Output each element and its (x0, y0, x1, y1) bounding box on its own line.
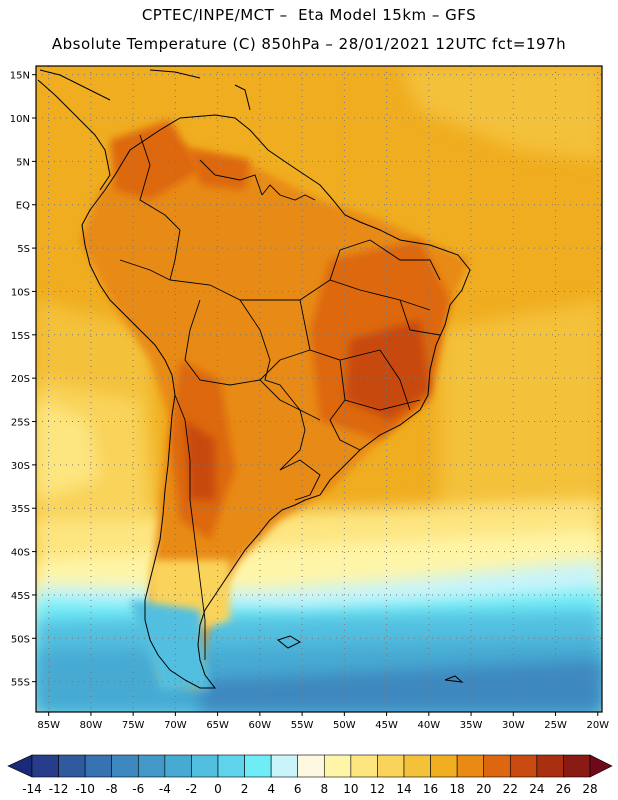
colorbar-swatch (111, 754, 139, 778)
lon-tick-label: 50W (333, 720, 356, 731)
colorbar-label: 16 (423, 782, 438, 796)
colorbar-swatch (430, 754, 458, 778)
colorbar-swatch (297, 754, 325, 778)
colorbar-label: -14 (22, 782, 42, 796)
map-title: CPTEC/INPE/MCT – Eta Model 15km – GFS (141, 6, 477, 24)
lon-tick-label: 30W (502, 720, 525, 731)
colorbar: -14 -12 -10 -8 -6 -4 -2 0 2 4 6 8 10 12 14 16 18 20 22 24 26… (7, 754, 613, 796)
temperature-field (36, 66, 602, 712)
colorbar-label: 0 (214, 782, 222, 796)
colorbar-swatch (456, 754, 485, 778)
colorbar-label: 14 (396, 782, 411, 796)
colorbar-label: -12 (49, 782, 69, 796)
lat-tick-label: 30S (11, 461, 30, 472)
colorbar-label: 20 (476, 782, 491, 796)
colorbar-swatch (377, 754, 405, 778)
lat-tick-label: 25S (11, 418, 30, 429)
colorbar-swatch (84, 754, 113, 778)
lon-tick-label: 55W (291, 720, 314, 731)
colorbar-under-arrow (7, 754, 33, 778)
map-frame (35, 65, 603, 713)
colorbar-label: -10 (75, 782, 95, 796)
lat-tick-label: 20S (11, 374, 30, 385)
colorbar-label: 12 (370, 782, 385, 796)
colorbar-label: 18 (450, 782, 465, 796)
lat-tick-label: 15S (11, 331, 30, 342)
lon-tick-label: 75W (122, 720, 145, 731)
colorbar-label: -6 (132, 782, 144, 796)
colorbar-over-arrow (589, 754, 613, 778)
lat-tick-label: 10S (11, 287, 30, 298)
lat-tick-label: 55S (11, 678, 30, 689)
country-borders (119, 134, 441, 660)
colorbar-label: -8 (106, 782, 118, 796)
colorbar-swatch (58, 754, 86, 778)
lat-tick-label: 5N (16, 157, 30, 168)
lon-tick-label: 40W (418, 720, 441, 731)
colorbar-swatch (509, 754, 538, 778)
longitude-axis: 85W 80W 75W 70W 65W 60W 55W 50W 45W 40W 35W 30W 25W 2… (37, 712, 609, 731)
lon-tick-label: 45W (375, 720, 398, 731)
lon-tick-label: 20W (586, 720, 609, 731)
colorbar-label: 10 (343, 782, 358, 796)
colorbar-label: 8 (320, 782, 328, 796)
lat-tick-label: 5S (17, 244, 30, 255)
lon-tick-label: 65W (206, 720, 229, 731)
colorbar-swatch (350, 754, 378, 778)
colorbar-swatch (164, 754, 192, 778)
lat-tick-label: 35S (11, 504, 30, 515)
colorbar-swatch (191, 754, 219, 778)
colorbar-label: 4 (267, 782, 275, 796)
lat-tick-label: 15N (10, 71, 30, 82)
lat-tick-label: 40S (11, 548, 30, 559)
colorbar-label: 24 (529, 782, 544, 796)
colorbar-label: 28 (582, 782, 597, 796)
lon-tick-label: 60W (249, 720, 272, 731)
colorbar-swatch (270, 754, 299, 778)
colorbar-swatch (403, 754, 431, 778)
lat-tick-label: 50S (11, 634, 30, 645)
colorbar-label: 26 (556, 782, 571, 796)
lon-tick-label: 25W (544, 720, 567, 731)
colorbar-swatch (536, 754, 564, 778)
colorbar-swatch (244, 754, 272, 778)
colorbar-swatch (137, 754, 166, 778)
colorbar-label: -2 (185, 782, 197, 796)
lon-tick-label: 80W (80, 720, 103, 731)
map-subtitle: Absolute Temperature (C) 850hPa – 28/01/… (51, 35, 567, 53)
colorbar-label: 2 (241, 782, 249, 796)
coastline (37, 69, 471, 689)
colorbar-swatch (483, 754, 511, 778)
colorbar-label: -4 (159, 782, 171, 796)
latitude-axis: 15N 10N 5N EQ 5S 10S 15S 20S 25S 30S 35S 40S 45S 50S 5… (10, 71, 36, 689)
lon-tick-label: 70W (164, 720, 187, 731)
graticule (36, 66, 602, 712)
colorbar-label: 22 (503, 782, 518, 796)
lat-tick-label: 45S (11, 591, 30, 602)
lon-tick-label: 35W (460, 720, 483, 731)
colorbar-label: 6 (294, 782, 302, 796)
colorbar-swatch (563, 754, 591, 778)
colorbar-swatch (323, 754, 352, 778)
lon-tick-label: 85W (37, 720, 60, 731)
lat-tick-label: 10N (10, 114, 30, 125)
lat-tick-label: EQ (16, 201, 30, 212)
colorbar-swatch (217, 754, 245, 778)
colorbar-swatch (31, 754, 59, 778)
